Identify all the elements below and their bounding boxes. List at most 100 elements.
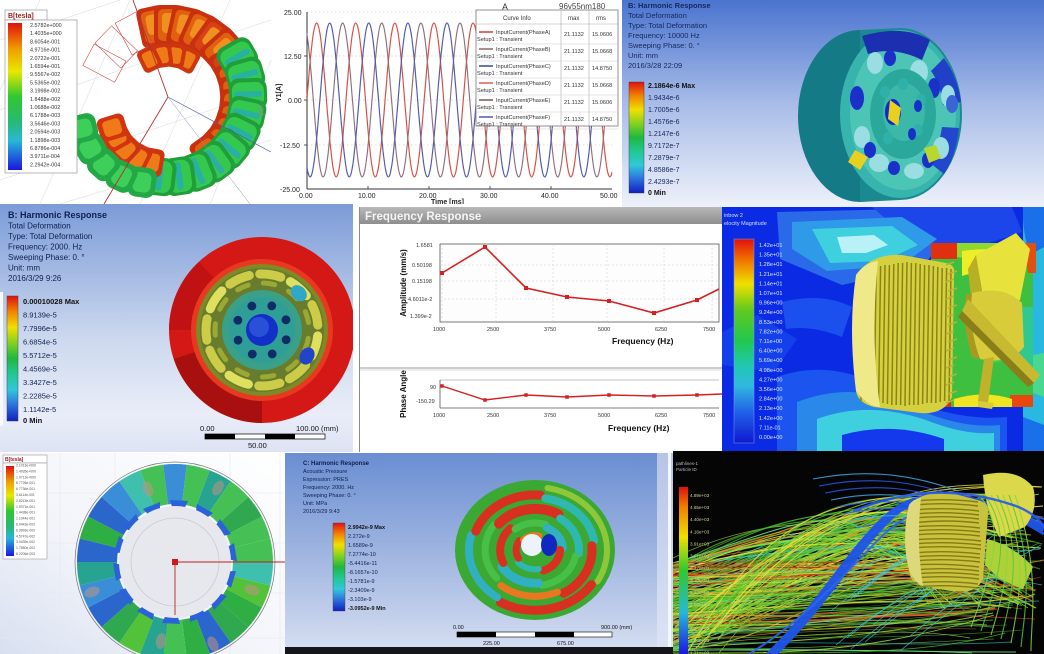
svg-text:6250: 6250	[655, 413, 667, 419]
svg-text:max: max	[568, 16, 579, 22]
svg-text:2.93e+03: 2.93e+03	[690, 590, 710, 595]
svg-text:2.2942e-004: 2.2942e-004	[30, 162, 60, 168]
svg-text:Type: Total Deformation: Type: Total Deformation	[628, 21, 707, 30]
svg-text:0.00e+00: 0.00e+00	[759, 435, 783, 441]
svg-text:3750: 3750	[544, 327, 556, 333]
svg-text:1.7005e-6: 1.7005e-6	[648, 107, 680, 114]
svg-text:8.6054e-001: 8.6054e-001	[30, 39, 60, 45]
svg-text:8.9139e-5: 8.9139e-5	[23, 311, 57, 320]
svg-text:InputCurrent(PhaseF): InputCurrent(PhaseF)	[496, 115, 550, 121]
svg-text:2.13e+00: 2.13e+00	[759, 406, 783, 412]
svg-text:3.9711e-004: 3.9711e-004	[30, 154, 60, 160]
svg-text:Setup1 : Transient: Setup1 : Transient	[477, 105, 523, 111]
svg-text:21.1132: 21.1132	[564, 117, 584, 123]
svg-text:5.5365e-002: 5.5365e-002	[30, 80, 60, 86]
svg-text:InputCurrent(PhaseC): InputCurrent(PhaseC)	[496, 64, 551, 70]
svg-text:2016/3/29 9:43: 2016/3/29 9:43	[303, 509, 340, 515]
svg-text:50.00: 50.00	[600, 193, 618, 200]
svg-text:21.1132: 21.1132	[564, 66, 584, 72]
svg-text:3.1998e-002: 3.1998e-002	[30, 89, 60, 95]
svg-text:1.14e+01: 1.14e+01	[759, 281, 783, 287]
svg-text:90: 90	[430, 385, 436, 391]
svg-text:7.82e+00: 7.82e+00	[759, 329, 783, 335]
svg-text:0.50198: 0.50198	[412, 263, 432, 269]
svg-text:2016/3/29 9:26: 2016/3/29 9:26	[8, 274, 62, 283]
svg-text:-12.50: -12.50	[280, 143, 300, 150]
svg-text:4.5747e-002: 4.5747e-002	[16, 534, 35, 538]
svg-text:7.7996e-5: 7.7996e-5	[23, 324, 57, 333]
svg-text:4.8586e-7: 4.8586e-7	[648, 167, 680, 174]
svg-text:14.8750: 14.8750	[592, 66, 612, 72]
svg-text:5.5712e-5: 5.5712e-5	[23, 351, 57, 360]
svg-text:Sweeping Phase: 0. °: Sweeping Phase: 0. °	[8, 253, 85, 262]
svg-text:B: Harmonic Response: B: Harmonic Response	[628, 1, 711, 10]
svg-text:3.5646e-003: 3.5646e-003	[30, 121, 60, 127]
svg-text:1.8488e-002: 1.8488e-002	[30, 97, 60, 103]
svg-text:-150.29: -150.29	[416, 399, 435, 405]
svg-text:elocity Magnitude: elocity Magnitude	[724, 221, 767, 227]
svg-text:1.35e+01: 1.35e+01	[759, 253, 783, 259]
svg-text:21.1132: 21.1132	[564, 32, 584, 38]
svg-text:0.00: 0.00	[288, 98, 302, 105]
svg-text:8.2206e-003: 8.2206e-003	[16, 552, 35, 556]
svg-text:4.27e+00: 4.27e+00	[759, 377, 783, 383]
svg-text:15.0606: 15.0606	[592, 32, 612, 38]
svg-text:8.0443e-002: 8.0443e-002	[16, 523, 35, 527]
svg-text:Total Deformation: Total Deformation	[628, 11, 687, 20]
svg-text:pathlines-1: pathlines-1	[676, 461, 699, 466]
svg-text:1.1044e-001: 1.1044e-001	[16, 517, 35, 521]
svg-text:21.1132: 21.1132	[564, 83, 584, 89]
svg-text:9.96e+00: 9.96e+00	[759, 301, 783, 307]
svg-text:3.3427e-5: 3.3427e-5	[23, 378, 57, 387]
svg-text:21.1132: 21.1132	[564, 49, 584, 55]
svg-text:B[tesla]: B[tesla]	[5, 457, 24, 463]
svg-text:6.6854e-5: 6.6854e-5	[23, 338, 57, 347]
svg-text:C: Harmonic Response: C: Harmonic Response	[303, 461, 370, 467]
svg-text:1.399e-2: 1.399e-2	[410, 314, 432, 320]
svg-text:3.18e+03: 3.18e+03	[690, 578, 710, 583]
svg-text:7.2879e-7: 7.2879e-7	[648, 155, 680, 162]
svg-text:InputCurrent(PhaseE): InputCurrent(PhaseE)	[496, 98, 551, 104]
svg-text:Frequency Response: Frequency Response	[365, 211, 481, 223]
svg-text:4.65e+03: 4.65e+03	[690, 505, 710, 510]
svg-text:2.5782e+000: 2.5782e+000	[30, 23, 62, 29]
svg-text:1.6581: 1.6581	[416, 243, 433, 249]
svg-text:20.00: 20.00	[419, 193, 437, 200]
svg-text:0.00: 0.00	[200, 424, 215, 433]
svg-text:6250: 6250	[655, 327, 667, 333]
svg-text:Curve Info: Curve Info	[503, 16, 531, 22]
svg-text:B[tesla]: B[tesla]	[8, 13, 34, 20]
svg-text:10.00: 10.00	[358, 193, 376, 200]
svg-text:4.6011e-2: 4.6011e-2	[408, 297, 432, 303]
svg-text:9.5567e-002: 9.5567e-002	[30, 72, 60, 78]
svg-text:-5.4416e-11: -5.4416e-11	[348, 561, 377, 567]
svg-text:1.9371e-001: 1.9371e-001	[16, 505, 35, 509]
svg-text:A: A	[502, 2, 508, 12]
svg-text:2.9942e-9 Max: 2.9942e-9 Max	[348, 525, 386, 531]
svg-text:6.1788e-003: 6.1788e-003	[30, 113, 60, 119]
svg-text:Expression: PRES: Expression: PRES	[303, 477, 349, 483]
svg-text:1.21e+01: 1.21e+01	[759, 272, 783, 278]
svg-text:Setup1 : Transient: Setup1 : Transient	[477, 122, 523, 128]
svg-text:Amplitude (mm/s): Amplitude (mm/s)	[399, 249, 408, 317]
svg-text:1.4035e+000: 1.4035e+000	[30, 31, 62, 37]
svg-text:B: Harmonic Response: B: Harmonic Response	[8, 210, 107, 220]
svg-text:Setup1 : Transient: Setup1 : Transient	[477, 54, 523, 60]
svg-text:1.07e+01: 1.07e+01	[759, 291, 783, 297]
svg-text:Particle ID: Particle ID	[676, 467, 698, 472]
svg-text:0.15198: 0.15198	[412, 279, 432, 285]
svg-text:30.00: 30.00	[480, 193, 498, 200]
svg-text:2.20e+03: 2.20e+03	[690, 626, 710, 631]
svg-text:5000: 5000	[598, 413, 610, 419]
svg-text:InputCurrent(PhaseD): InputCurrent(PhaseD)	[496, 81, 551, 87]
svg-text:96v55nm180: 96v55nm180	[559, 2, 606, 11]
svg-text:5000: 5000	[598, 327, 610, 333]
svg-text:1.42e+01: 1.42e+01	[759, 243, 783, 249]
svg-text:Frequency: 2000. Hz: Frequency: 2000. Hz	[8, 243, 82, 252]
svg-text:7.11e-01: 7.11e-01	[759, 425, 781, 431]
svg-text:1.1898e-003: 1.1898e-003	[30, 138, 60, 144]
svg-text:Unit: mm: Unit: mm	[8, 264, 40, 273]
svg-text:2.84e+00: 2.84e+00	[759, 397, 783, 403]
svg-text:inbow 2: inbow 2	[724, 213, 743, 219]
svg-text:Y1[A]: Y1[A]	[276, 84, 283, 102]
